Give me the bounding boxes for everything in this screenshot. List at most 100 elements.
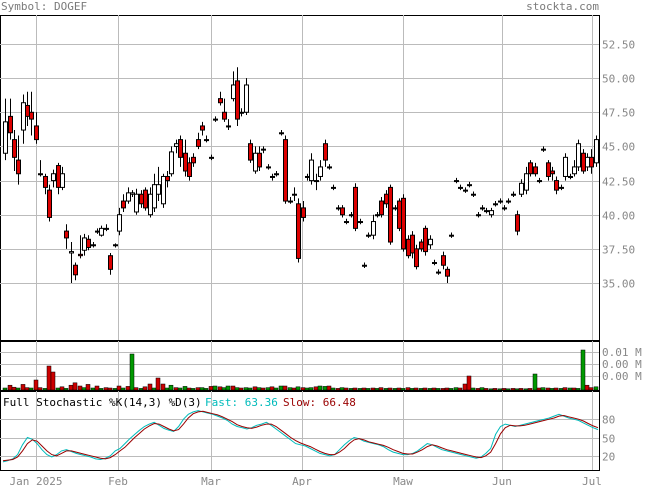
- volume-bar: [304, 387, 310, 391]
- volume-bar: [90, 387, 96, 391]
- volume-bar: [536, 387, 542, 391]
- candle-body: [397, 200, 402, 229]
- candle-body: [209, 156, 214, 159]
- candle-body: [292, 193, 297, 196]
- candle-body: [371, 221, 376, 236]
- price-tick-label: 52.50: [602, 39, 635, 52]
- volume-bar: [409, 388, 415, 391]
- candle-body: [266, 166, 271, 169]
- candle-body: [585, 156, 590, 168]
- candle-body: [196, 139, 201, 147]
- candle-body: [64, 230, 69, 239]
- candle-body: [576, 143, 581, 168]
- candle-body: [428, 238, 433, 246]
- volume-bar: [72, 382, 78, 391]
- candle-body: [323, 143, 328, 161]
- volume-bar: [330, 387, 336, 391]
- candle-body: [581, 152, 586, 172]
- volume-bar: [50, 371, 56, 391]
- volume-bar: [466, 375, 472, 391]
- candle-body: [353, 186, 358, 229]
- volume-bar: [322, 386, 328, 391]
- panel-frame: [0, 341, 600, 391]
- month-label: Maw: [393, 475, 413, 486]
- volume-bar: [527, 388, 533, 391]
- candle-body: [432, 262, 437, 265]
- volume-bar: [475, 388, 481, 391]
- symbol-label: Symbol: DOGEF: [1, 0, 88, 13]
- volume-bar: [575, 388, 581, 391]
- volume-bar: [269, 386, 275, 391]
- candle-body: [301, 207, 306, 218]
- candle-body: [506, 200, 511, 203]
- candle-body: [8, 115, 13, 134]
- stoch-fast-label: Fast: 63.36: [205, 396, 278, 409]
- candle-body: [349, 214, 354, 217]
- volume-bar: [501, 388, 507, 391]
- volume-bar: [396, 387, 402, 391]
- candle-body: [519, 182, 524, 195]
- candle-body: [104, 227, 109, 230]
- volume-bar: [523, 388, 529, 391]
- candle-body: [178, 139, 183, 158]
- candle-body: [362, 264, 367, 267]
- candle-body: [117, 214, 122, 232]
- candle-body: [528, 162, 533, 175]
- volume-bar: [462, 383, 468, 391]
- volume-bar: [483, 388, 489, 391]
- candle-body: [309, 159, 314, 182]
- site-name[interactable]: stockta.com: [526, 0, 599, 13]
- month-label: Jul: [582, 475, 602, 486]
- candle-body: [12, 139, 17, 158]
- volume-bar: [427, 388, 433, 391]
- volume-bar: [317, 385, 323, 391]
- volume-bar: [593, 386, 599, 391]
- stoch-tick-label: 50: [602, 433, 615, 446]
- candle-body: [594, 139, 599, 164]
- candle-body: [161, 175, 166, 205]
- price-candles: [3, 67, 599, 283]
- volume-bar: [94, 385, 100, 391]
- candle-body: [410, 234, 415, 254]
- volume-bar: [217, 386, 223, 391]
- candle-body: [305, 175, 310, 178]
- price-tick-label: 47.50: [602, 107, 635, 120]
- candle-body: [257, 152, 262, 168]
- candle-body: [139, 193, 144, 205]
- candle-body: [515, 214, 520, 232]
- volume-bars: [2, 349, 599, 391]
- stoch-slow-label: Slow: 66.48: [283, 396, 356, 409]
- volume-bar: [313, 386, 319, 391]
- candle-body: [156, 184, 161, 195]
- volume-bar: [103, 387, 109, 391]
- candle-body: [537, 180, 542, 183]
- volume-bar: [190, 388, 196, 391]
- volume-bar: [33, 379, 39, 391]
- price-tick-label: 35.00: [602, 278, 635, 291]
- volume-bar: [195, 387, 201, 391]
- candle-body: [91, 244, 96, 247]
- candle-body: [458, 186, 463, 189]
- candle-body: [200, 125, 205, 131]
- volume-bar: [370, 387, 376, 391]
- candle-body: [244, 84, 249, 113]
- axis-labels: 52.50 50.00 47.50 45.00 42.50 40.00 37.50 35.00…: [3, 39, 642, 486]
- volume-bar: [418, 388, 424, 391]
- volume-bar: [282, 385, 288, 391]
- volume-bar: [208, 386, 214, 391]
- volume-bar: [567, 387, 573, 391]
- volume-bar: [173, 387, 179, 391]
- candle-body: [493, 203, 498, 206]
- candle-body: [261, 148, 266, 151]
- volume-bar: [59, 386, 65, 391]
- month-label: Mar: [201, 475, 221, 486]
- volume-bar: [479, 387, 485, 391]
- candle-body: [213, 118, 218, 121]
- volume-bar: [247, 387, 253, 391]
- volume-bar: [238, 387, 244, 391]
- candle-body: [327, 166, 332, 169]
- candle-body: [25, 104, 30, 117]
- candle-body: [218, 98, 223, 104]
- volume-bar: [182, 386, 188, 391]
- volume-bar: [243, 387, 249, 391]
